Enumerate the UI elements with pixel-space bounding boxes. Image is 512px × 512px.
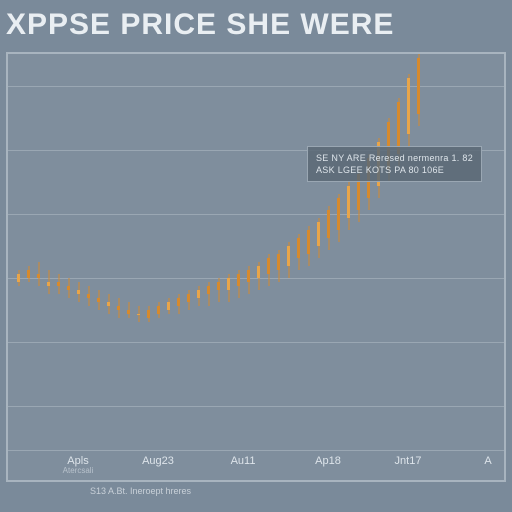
candle xyxy=(338,194,339,242)
candle xyxy=(158,302,159,318)
page-title: XPPSE PRICE SHE WERE xyxy=(0,0,512,52)
candle xyxy=(328,206,329,250)
candle xyxy=(248,266,249,294)
tooltip-line: SE NY ARE Reresed nermenra 1. 82 xyxy=(316,152,473,164)
tooltip-line: ASK LGEE KOTS PA 80 106E xyxy=(316,164,473,176)
chart-tooltip: SE NY ARE Reresed nermenra 1. 82 ASK LGE… xyxy=(307,146,482,182)
candle xyxy=(38,262,39,286)
candle xyxy=(188,290,189,310)
gridline xyxy=(8,86,504,87)
candle xyxy=(178,294,179,314)
candle xyxy=(28,266,29,282)
gridline xyxy=(8,214,504,215)
footer-note: S13 A.Bt. Ineroept hreres xyxy=(0,482,512,496)
candle xyxy=(88,286,89,306)
candle xyxy=(228,274,229,302)
candle xyxy=(348,182,349,230)
gridline xyxy=(8,278,504,279)
candle xyxy=(68,278,69,298)
candle xyxy=(288,242,289,278)
candle xyxy=(258,262,259,290)
gridline xyxy=(8,406,504,407)
candle xyxy=(118,298,119,318)
candle xyxy=(78,282,79,302)
plot-area xyxy=(8,54,504,450)
x-tick: Aug23 xyxy=(142,455,174,467)
candle xyxy=(198,286,199,306)
candle xyxy=(278,250,279,282)
x-tick: Au11 xyxy=(231,455,256,467)
x-tick: Ap18 xyxy=(315,455,341,467)
candle xyxy=(238,270,239,298)
candle xyxy=(268,254,269,286)
price-chart: AplsAtercsali Aug23 Au11 Ap18 Jnt17 A SE NY A… xyxy=(6,52,506,482)
candle xyxy=(138,306,139,322)
candle xyxy=(48,270,49,294)
candle xyxy=(108,294,109,314)
candle xyxy=(18,270,19,286)
candle xyxy=(128,302,129,318)
x-tick: Jnt17 xyxy=(395,455,422,467)
candle xyxy=(418,54,419,126)
candle xyxy=(318,218,319,258)
x-tick: A xyxy=(484,455,491,467)
x-axis: AplsAtercsali Aug23 Au11 Ap18 Jnt17 A xyxy=(8,450,504,480)
candle xyxy=(98,290,99,310)
candle xyxy=(308,226,309,266)
candle xyxy=(218,278,219,302)
candle xyxy=(168,298,169,314)
candle xyxy=(208,282,209,306)
candle xyxy=(408,74,409,146)
candle xyxy=(298,234,299,270)
gridline xyxy=(8,342,504,343)
candle xyxy=(148,306,149,322)
x-tick: AplsAtercsali xyxy=(63,455,94,476)
candle xyxy=(58,274,59,294)
